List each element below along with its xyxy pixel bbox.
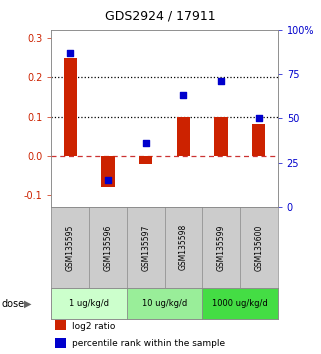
Bar: [177, 116, 190, 156]
Text: 1000 ug/kg/d: 1000 ug/kg/d: [212, 299, 268, 308]
Point: [219, 79, 224, 84]
Bar: [51, 288, 127, 319]
Text: GSM135597: GSM135597: [141, 224, 150, 270]
Point: [68, 50, 73, 56]
Text: ▶: ▶: [24, 298, 31, 308]
Text: 1 ug/kg/d: 1 ug/kg/d: [69, 299, 109, 308]
Point: [256, 116, 261, 121]
Text: percentile rank within the sample: percentile rank within the sample: [72, 339, 225, 348]
Text: GSM135599: GSM135599: [217, 224, 226, 270]
Text: GSM135596: GSM135596: [103, 224, 112, 270]
Bar: [101, 156, 115, 187]
Bar: [214, 116, 228, 156]
Bar: [64, 58, 77, 156]
Bar: [127, 288, 202, 319]
Text: GSM135598: GSM135598: [179, 224, 188, 270]
Text: 10 ug/kg/d: 10 ug/kg/d: [142, 299, 187, 308]
Text: dose: dose: [2, 298, 25, 308]
Point: [105, 177, 110, 183]
Bar: [202, 288, 278, 319]
Text: GDS2924 / 17911: GDS2924 / 17911: [105, 10, 216, 23]
Text: log2 ratio: log2 ratio: [72, 321, 116, 331]
Point: [181, 93, 186, 98]
Bar: [139, 156, 152, 164]
Bar: [252, 124, 265, 156]
Point: [143, 141, 148, 146]
Text: GSM135600: GSM135600: [254, 224, 263, 270]
Text: GSM135595: GSM135595: [66, 224, 75, 270]
